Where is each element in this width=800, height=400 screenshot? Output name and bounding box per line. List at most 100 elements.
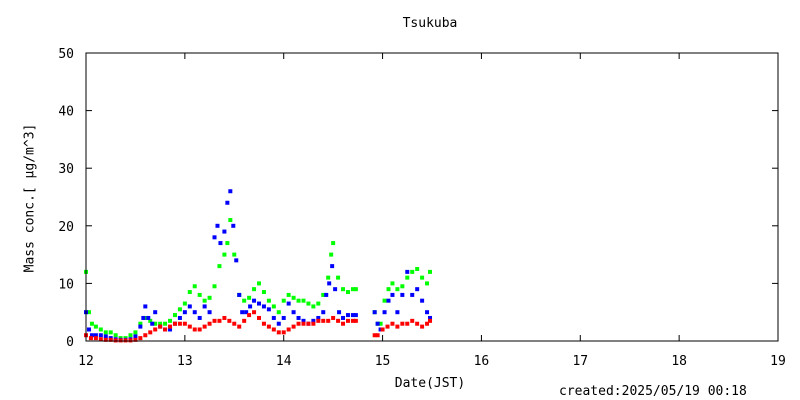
data-point (153, 310, 158, 315)
data-point (395, 324, 400, 329)
data-point (400, 292, 405, 297)
data-point (425, 281, 430, 286)
data-point (103, 330, 108, 335)
data-point (382, 298, 387, 303)
data-point (395, 287, 400, 292)
data-point (146, 315, 151, 320)
data-point (202, 304, 207, 309)
data-point (86, 310, 91, 315)
data-point (197, 327, 202, 332)
data-point (301, 298, 306, 303)
data-point (163, 327, 168, 332)
plot-frame (85, 52, 779, 342)
data-point (301, 321, 306, 326)
x-tick-label: 17 (572, 354, 588, 369)
data-point (276, 310, 281, 315)
data-point (177, 321, 182, 326)
data-point (217, 264, 222, 269)
y-tick-label: 50 (58, 47, 74, 62)
data-point (266, 298, 271, 303)
y-tick-label: 30 (58, 162, 74, 177)
data-point (331, 241, 336, 246)
series-1 (84, 218, 433, 341)
data-point (331, 315, 336, 320)
data-point (405, 321, 410, 326)
data-point (232, 321, 237, 326)
data-point (148, 318, 153, 323)
data-point (237, 292, 242, 297)
data-point (227, 318, 232, 323)
data-point (240, 310, 245, 315)
data-point (247, 295, 252, 300)
data-point (89, 321, 94, 326)
y-tick-label: 10 (58, 277, 74, 292)
data-point (222, 252, 227, 257)
data-point (286, 327, 291, 332)
data-point (187, 304, 192, 309)
x-axis-label: Date(JST) (394, 376, 466, 391)
data-point (286, 301, 291, 306)
data-point (138, 324, 143, 329)
data-point (296, 315, 301, 320)
data-point (350, 287, 355, 292)
data-point (306, 321, 311, 326)
data-point (217, 318, 222, 323)
data-point (311, 318, 316, 323)
data-point (372, 310, 377, 315)
data-point (296, 321, 301, 326)
data-point (244, 310, 249, 315)
data-point (207, 295, 212, 300)
data-point (341, 287, 346, 292)
data-point (390, 292, 395, 297)
data-point (207, 321, 212, 326)
data-point (316, 301, 321, 306)
data-point (353, 313, 358, 318)
data-point (133, 330, 138, 335)
data-point (225, 200, 230, 205)
data-point (405, 275, 410, 280)
data-point (231, 223, 236, 228)
data-point (271, 327, 276, 332)
data-point (168, 327, 173, 332)
data-point (187, 324, 192, 329)
data-point (326, 275, 331, 280)
data-point (113, 338, 118, 343)
data-point (420, 275, 425, 280)
data-point (306, 301, 311, 306)
data-point (425, 321, 430, 326)
data-point (266, 324, 271, 329)
data-point (177, 315, 182, 320)
data-point (138, 321, 143, 326)
y-tick-label: 40 (58, 105, 74, 120)
data-point (415, 287, 420, 292)
data-point (324, 292, 329, 297)
data-point (202, 324, 207, 329)
data-point (148, 330, 153, 335)
data-point (261, 304, 266, 309)
data-point (326, 318, 331, 323)
data-point (138, 336, 143, 341)
data-point (222, 229, 227, 234)
data-point (321, 310, 326, 315)
data-point (428, 269, 433, 274)
data-point (212, 235, 217, 240)
data-point (380, 327, 385, 332)
data-point (385, 324, 390, 329)
data-point (281, 298, 286, 303)
data-point (257, 315, 261, 320)
data-point (271, 304, 276, 309)
data-point (98, 327, 103, 332)
data-point (291, 310, 296, 315)
data-point (182, 310, 187, 315)
data-point (311, 304, 316, 309)
chart-title: Tsukuba (402, 16, 458, 31)
data-point (296, 298, 301, 303)
data-point (192, 327, 197, 332)
data-point (103, 337, 108, 342)
data-point (420, 298, 425, 303)
y-tick-label: 20 (58, 220, 74, 235)
data-point (337, 310, 342, 315)
x-tick-label: 19 (770, 354, 786, 369)
created-timestamp: created:2025/05/19 00:18 (559, 384, 747, 399)
data-point (252, 310, 257, 315)
